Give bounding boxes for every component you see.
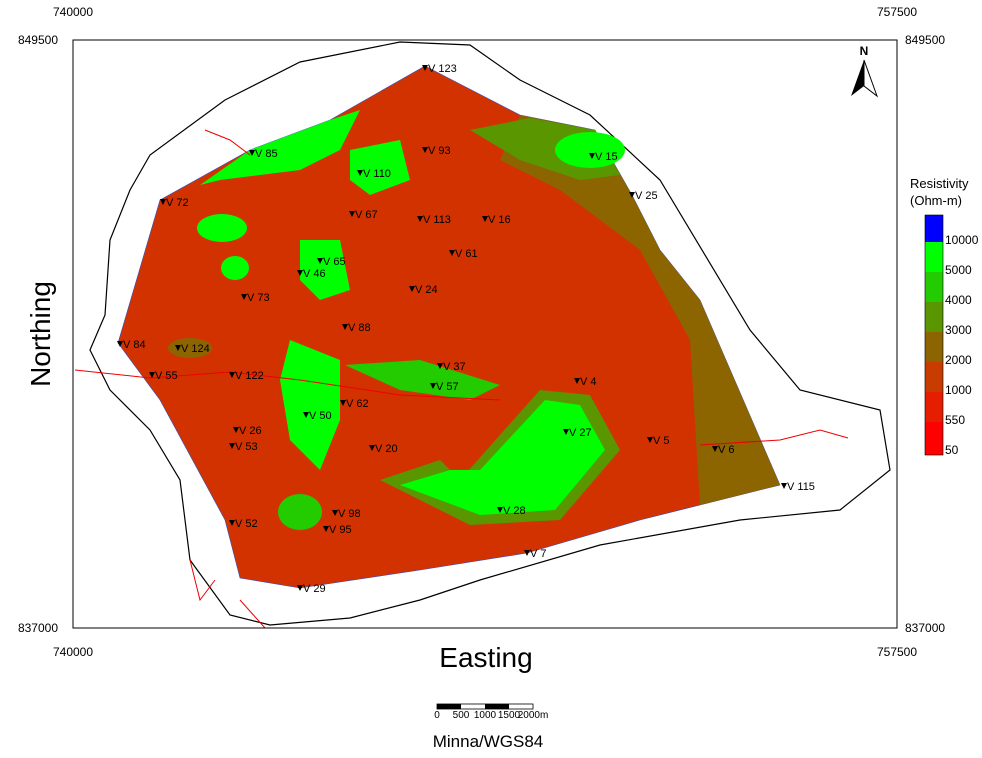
station-label: V 16 [488,214,511,226]
easting-label: 740000 [53,5,93,19]
station-label: V 26 [239,425,262,437]
station-label: V 55 [155,370,178,382]
scale-label: 2000m [518,710,549,721]
station-label: V 50 [309,410,332,422]
easting-label: 757500 [877,5,917,19]
legend-label: 5000 [945,263,972,277]
legend-swatch [925,272,943,302]
legend-label: 1000 [945,383,972,397]
scale-bar-segment [485,704,509,709]
legend-swatch [925,362,943,392]
legend-title: (Ohm-m) [910,193,962,208]
zone-4000 [278,494,322,530]
station-label: V 122 [235,370,264,382]
station-label: V 15 [595,151,618,163]
station-label: V 6 [718,444,735,456]
northing-label: 849500 [18,33,58,47]
station-label: V 88 [348,322,371,334]
station-label: V 110 [363,168,391,180]
station-label: V 57 [436,381,459,393]
legend-label: 4000 [945,293,972,307]
legend-swatch [925,215,943,242]
legend-swatch [925,392,943,422]
station-label: V 62 [346,398,369,410]
station-label: V 24 [415,284,438,296]
station-label: V 28 [503,505,526,517]
easting-label: 740000 [53,645,93,659]
zone-5000 [221,256,249,280]
station-label: V 20 [375,443,398,455]
northing-label: 837000 [18,621,58,635]
station-label: V 65 [323,256,346,268]
station-label: V 4 [580,376,597,388]
station-label: V 85 [255,148,278,160]
scale-bar [437,704,533,709]
station-label: V 37 [443,361,466,373]
northing-label: 837000 [905,621,945,635]
station-label: V 27 [569,427,592,439]
scale-label: 0 [434,710,440,721]
legend-swatch [925,242,943,272]
station-label: V 115 [787,481,815,493]
station-label: V 29 [303,583,326,595]
station-label: V 95 [329,524,352,536]
x-axis-title: Easting [439,642,532,673]
legend-label: 550 [945,413,965,427]
station-label: V 84 [123,339,146,351]
station-label: V 61 [455,248,478,260]
station-label: V 123 [428,63,457,75]
legend-swatch [925,422,943,455]
station-label: V 67 [355,209,378,221]
station-label: V 7 [530,548,547,560]
legend-label: 10000 [945,233,979,247]
station-label: V 124 [181,343,210,355]
legend-swatch [925,302,943,332]
scale-label: 1000 [474,710,497,721]
northing-label: 849500 [905,33,945,47]
legend-label: 2000 [945,353,972,367]
scale-bar-segment [437,704,461,709]
station-label: V 72 [166,197,189,209]
legend-label: 3000 [945,323,972,337]
station-label: V 113 [423,214,451,226]
station-label: V 5 [653,435,670,447]
station-label: V 52 [235,518,258,530]
station-label: V 73 [247,292,270,304]
map: 740000 757500 740000 757500 849500 84950… [0,0,982,753]
projection: Minna/WGS84 [433,732,544,751]
north-label: N [860,44,869,58]
station-label: V 93 [428,145,451,157]
legend-swatch [925,332,943,362]
station-label: V 46 [303,268,326,280]
easting-label: 757500 [877,645,917,659]
station-label: V 25 [635,190,658,202]
y-axis-title: Northing [25,281,56,387]
station-label: V 53 [235,441,258,453]
scale-label: 500 [453,710,470,721]
legend-title: Resistivity [910,176,969,191]
zone-5000 [197,214,247,242]
station-label: V 98 [338,508,361,520]
legend-label: 50 [945,443,959,457]
